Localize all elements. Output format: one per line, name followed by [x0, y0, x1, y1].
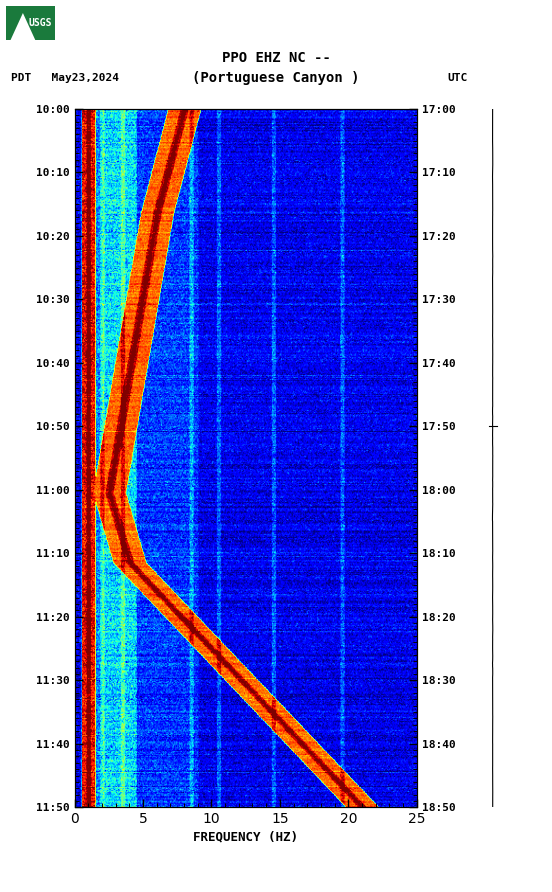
Polygon shape — [10, 13, 35, 40]
Text: USGS: USGS — [29, 18, 52, 29]
Text: (Portuguese Canyon ): (Portuguese Canyon ) — [192, 71, 360, 86]
Text: UTC: UTC — [447, 73, 468, 84]
Text: PPO EHZ NC --: PPO EHZ NC -- — [221, 51, 331, 65]
Text: PDT   May23,2024: PDT May23,2024 — [11, 73, 119, 84]
Polygon shape — [6, 6, 55, 40]
X-axis label: FREQUENCY (HZ): FREQUENCY (HZ) — [193, 830, 298, 843]
